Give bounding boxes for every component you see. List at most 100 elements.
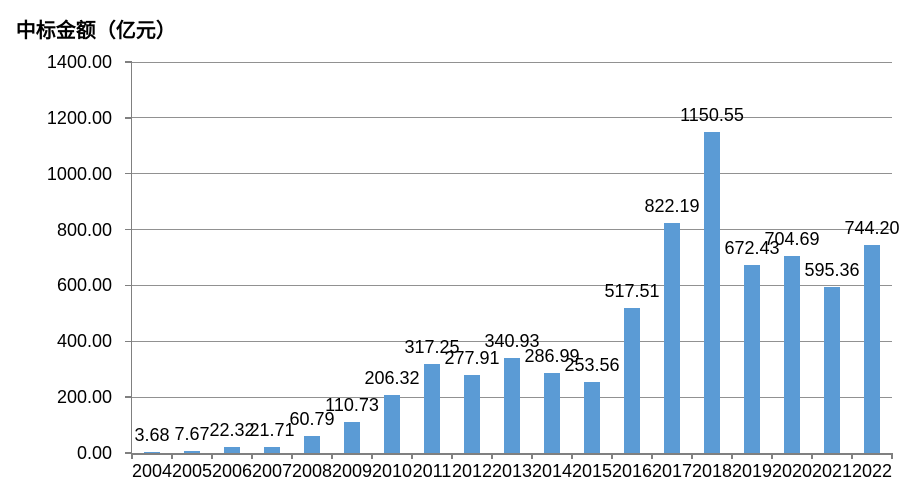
y-tick-label: 600.00 xyxy=(56,275,112,296)
x-axis-tick xyxy=(491,453,493,459)
data-label-2014: 286.99 xyxy=(524,345,580,366)
x-tick-label-2010: 2010 xyxy=(372,461,413,481)
data-label-2007: 21.71 xyxy=(249,419,295,440)
x-tick-label-2014: 2014 xyxy=(532,461,573,481)
data-label-2010: 206.32 xyxy=(364,368,420,389)
x-axis-tick xyxy=(251,453,253,459)
gridline xyxy=(132,229,892,231)
data-label-2022: 744.20 xyxy=(844,218,900,239)
data-label-2012: 277.91 xyxy=(444,348,500,369)
y-axis-tick xyxy=(125,61,132,63)
y-tick-label: 400.00 xyxy=(56,331,112,352)
y-axis-tick xyxy=(125,172,132,175)
bar-2017 xyxy=(664,223,680,453)
y-axis-tick xyxy=(125,452,132,454)
gridline xyxy=(132,117,892,119)
x-axis-tick xyxy=(851,453,853,459)
x-axis-tick xyxy=(811,453,813,459)
bar-2004 xyxy=(144,451,160,453)
gridline xyxy=(132,61,892,63)
x-tick-label-2015: 2015 xyxy=(572,461,613,481)
x-tick-label-2006: 2006 xyxy=(212,461,253,481)
data-label-2004: 3.68 xyxy=(134,424,170,445)
x-tick-label-2007: 2007 xyxy=(252,461,293,481)
data-label-2006: 22.32 xyxy=(209,419,255,440)
x-tick-label-2008: 2008 xyxy=(292,461,333,481)
x-axis-tick xyxy=(411,453,413,459)
bar-2006 xyxy=(224,446,240,453)
y-tick-label: 0.00 xyxy=(76,443,112,463)
x-axis-tick xyxy=(371,453,373,459)
gridline xyxy=(132,284,892,286)
data-label-2011: 317.25 xyxy=(404,337,460,358)
bar-2008 xyxy=(304,436,320,453)
y-tick-label: 200.00 xyxy=(56,387,112,408)
data-label-2020: 704.69 xyxy=(764,229,820,250)
x-axis-tick xyxy=(171,453,173,459)
x-tick-label-2021: 2021 xyxy=(812,461,853,481)
bar-2014 xyxy=(544,372,560,453)
data-label-2008: 60.79 xyxy=(289,409,335,430)
x-tick-label-2009: 2009 xyxy=(332,461,373,481)
data-label-2016: 517.51 xyxy=(604,281,660,302)
y-tick-label: 1000.00 xyxy=(46,163,112,184)
x-axis-tick xyxy=(531,453,533,459)
data-label-2013: 340.93 xyxy=(484,330,540,351)
y-tick-label: 1400.00 xyxy=(46,52,112,72)
data-label-2009: 110.73 xyxy=(325,395,379,416)
x-axis-tick xyxy=(131,453,133,459)
bar-2010 xyxy=(384,395,400,453)
y-axis-tick xyxy=(125,340,132,343)
x-axis-tick xyxy=(211,453,213,459)
bar-2012 xyxy=(464,375,480,453)
gridline xyxy=(132,340,892,342)
y-tick-label: 800.00 xyxy=(56,219,112,240)
bar-2022 xyxy=(864,245,880,453)
y-axis-line xyxy=(130,62,132,453)
x-axis-tick xyxy=(731,453,733,459)
x-tick-label-2017: 2017 xyxy=(652,461,693,481)
y-axis-tick xyxy=(125,228,132,231)
bar-2018 xyxy=(704,131,720,453)
bar-2013 xyxy=(504,357,520,453)
x-tick-label-2022: 2022 xyxy=(852,461,893,481)
x-tick-label-2018: 2018 xyxy=(692,461,733,481)
bar-2005 xyxy=(184,450,200,453)
bar-2011 xyxy=(424,364,440,453)
bar-2016 xyxy=(624,308,640,453)
bar-2021 xyxy=(824,286,840,453)
y-axis-tick xyxy=(125,284,132,287)
gridline xyxy=(132,173,892,175)
x-axis-tick xyxy=(291,453,293,459)
data-label-2019: 672.43 xyxy=(724,238,780,259)
bar-2015 xyxy=(584,382,600,453)
bar-2009 xyxy=(344,422,360,453)
x-tick-label-2004: 2004 xyxy=(132,461,173,481)
bar-2019 xyxy=(744,265,760,453)
data-label-2017: 822.19 xyxy=(644,196,700,217)
x-tick-label-2013: 2013 xyxy=(492,461,533,481)
y-axis-tick xyxy=(125,396,132,398)
x-axis-tick xyxy=(451,453,453,459)
chart-title: 中标金额（亿元） xyxy=(16,20,176,42)
x-axis-tick xyxy=(771,453,773,459)
data-label-2018: 1150.55 xyxy=(680,104,744,125)
x-axis-tick xyxy=(691,453,693,459)
x-axis-tick xyxy=(611,453,613,459)
y-tick-label: 1200.00 xyxy=(46,107,112,128)
data-label-2015: 253.56 xyxy=(564,355,620,376)
x-tick-label-2016: 2016 xyxy=(612,461,653,481)
x-axis-tick xyxy=(331,453,333,459)
y-axis-tick xyxy=(125,117,132,119)
x-axis-tick xyxy=(571,453,573,459)
bar-2020 xyxy=(784,256,800,453)
data-label-2005: 7.67 xyxy=(174,423,210,444)
x-axis-tick xyxy=(651,453,653,459)
x-tick-label-2019: 2019 xyxy=(732,461,773,481)
bar-2007 xyxy=(264,446,280,453)
x-tick-label-2011: 2011 xyxy=(412,461,452,481)
x-axis-line xyxy=(130,453,892,455)
x-tick-label-2005: 2005 xyxy=(172,461,213,481)
